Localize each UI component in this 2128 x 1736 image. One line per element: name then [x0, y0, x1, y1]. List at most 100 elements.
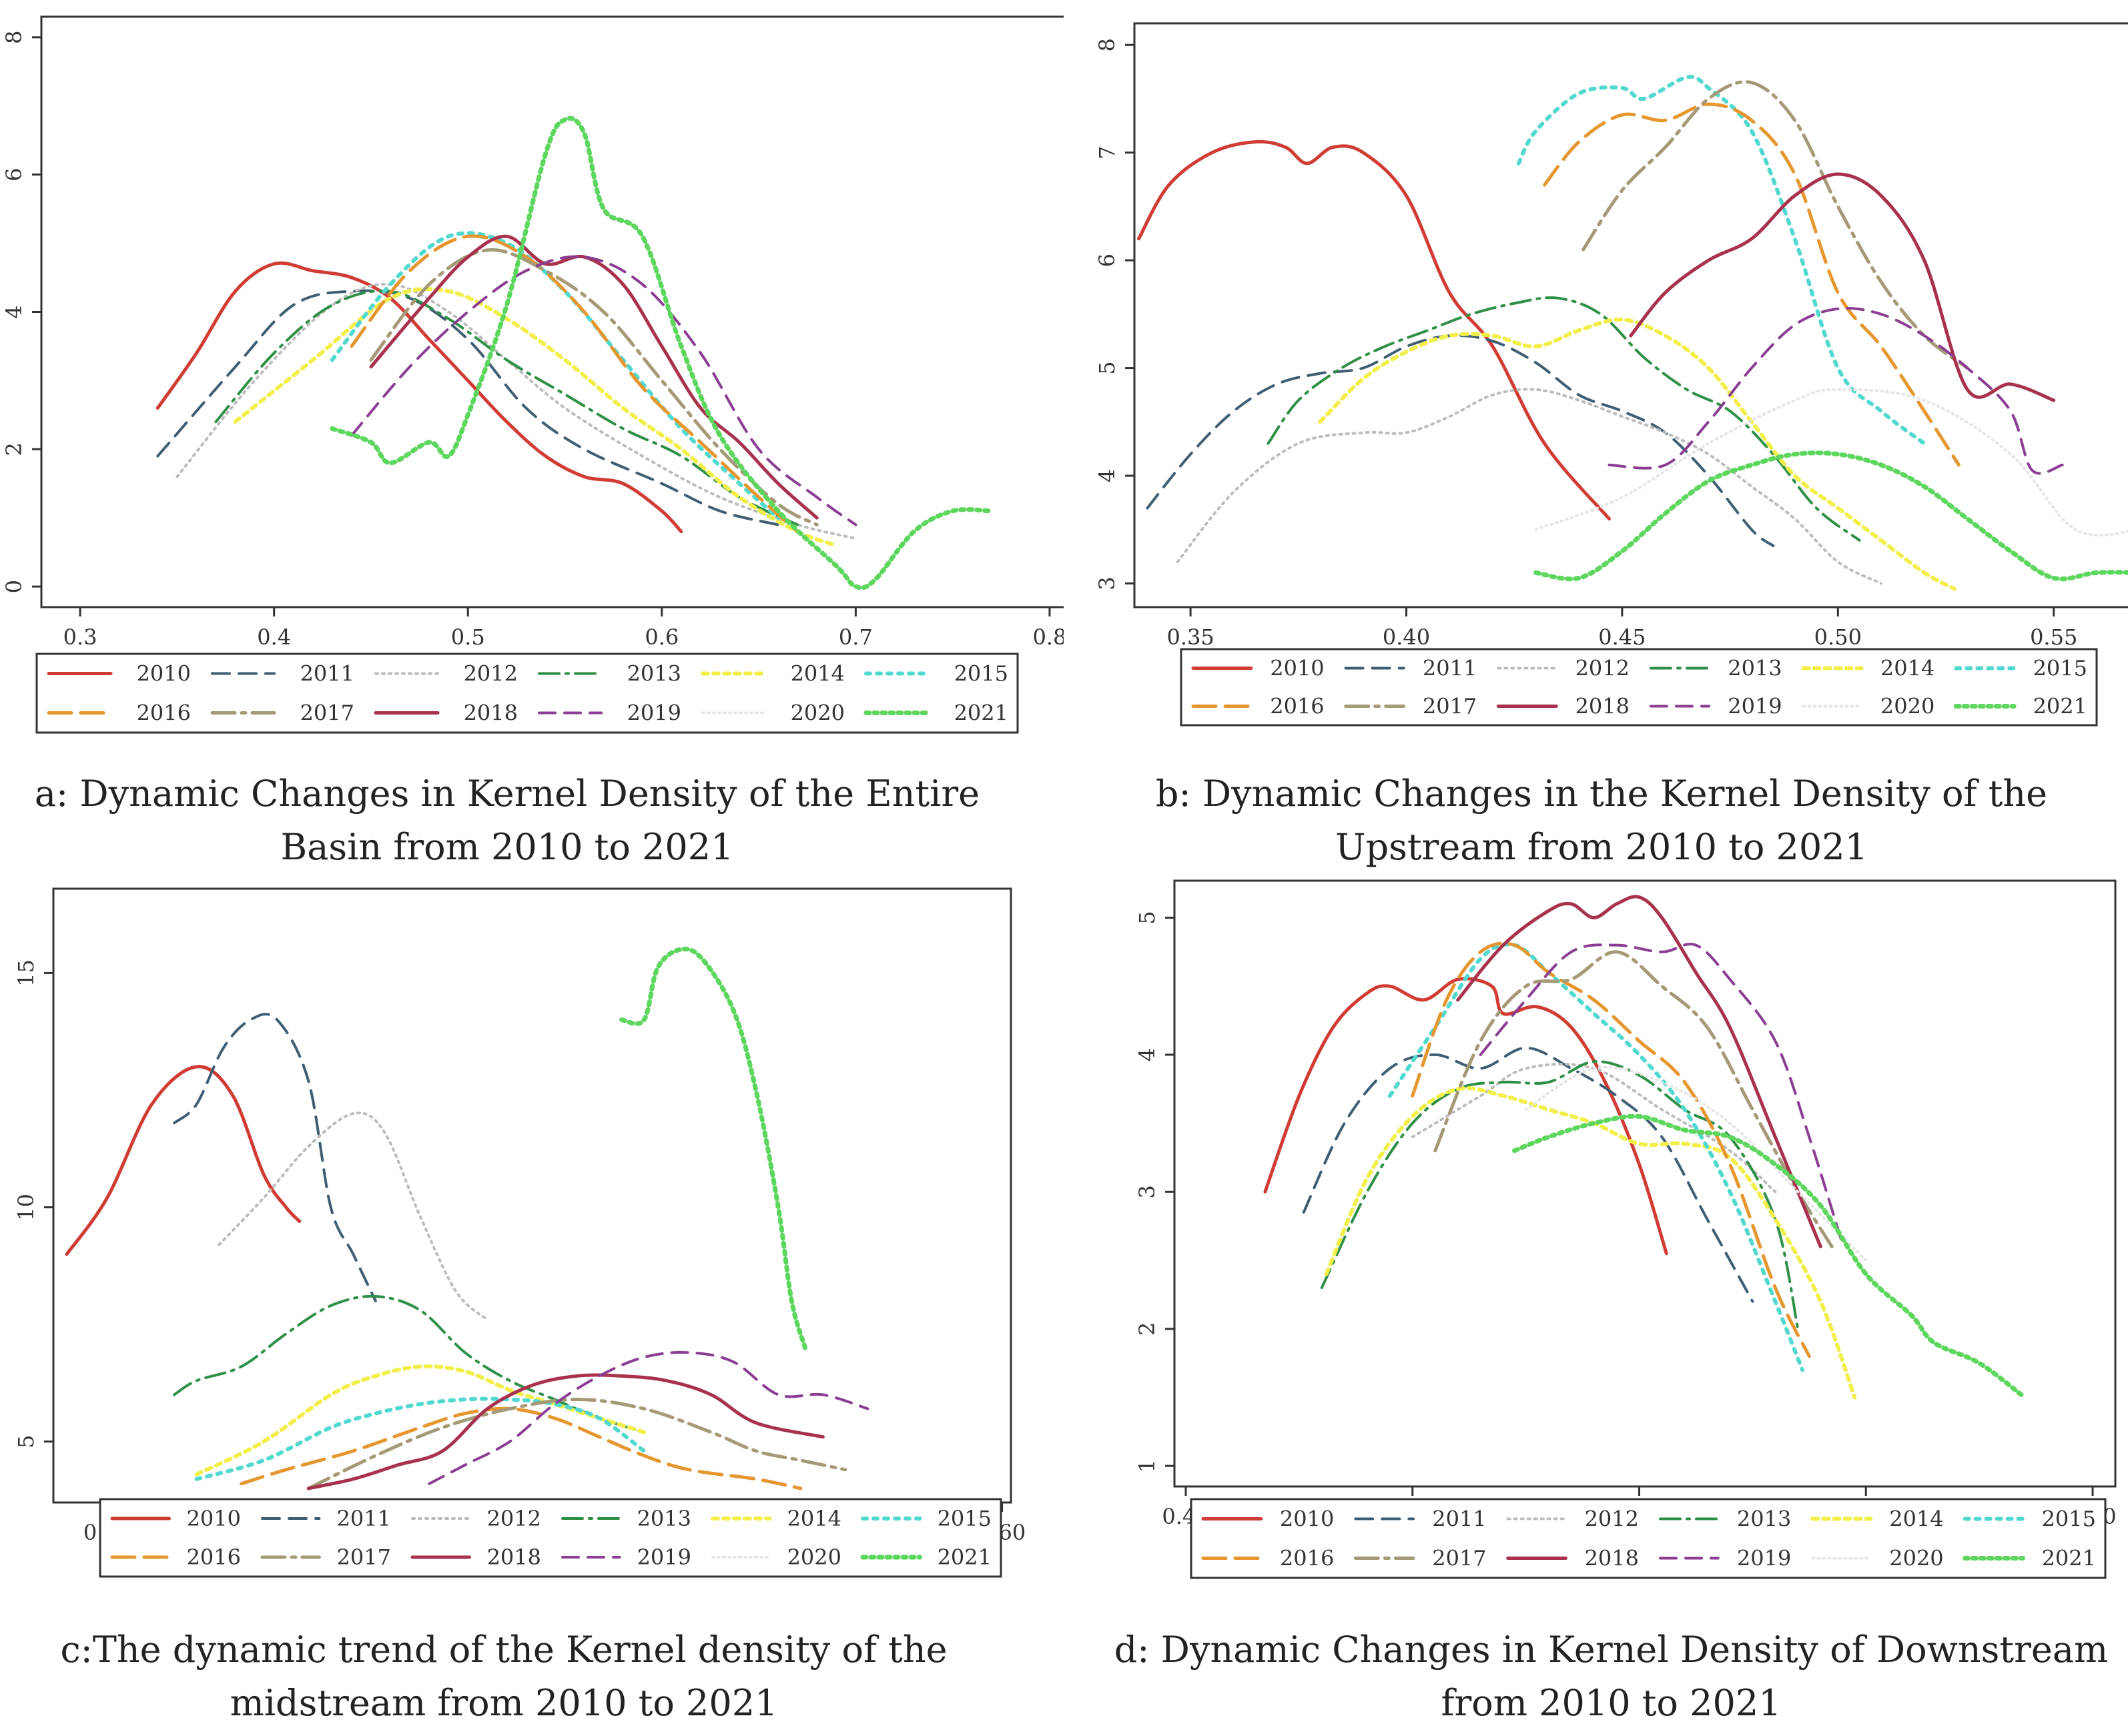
- legend-label-2017: 2017: [1432, 1546, 1486, 1571]
- y-tick-label: 5: [13, 1435, 39, 1448]
- series-line-2012: [1176, 388, 1882, 585]
- legend-label-2015: 2015: [2033, 656, 2087, 681]
- caption-a-line-2: Basin from 2010 to 2021: [280, 826, 734, 868]
- series-line-2011: [156, 289, 780, 526]
- series-line-2014: [1318, 317, 1957, 591]
- y-tick-label: 5: [1134, 911, 1160, 924]
- y-tick-label: 5: [1094, 361, 1120, 374]
- legend-label-2013: 2013: [1737, 1506, 1791, 1532]
- legend-label-2021: 2021: [954, 701, 1008, 726]
- y-tick-label: 0: [1, 580, 27, 593]
- legend-label-2010: 2010: [187, 1506, 241, 1531]
- legend-label-2018: 2018: [487, 1545, 541, 1570]
- caption-b: b: Dynamic Changes in the Kernel Density…: [1094, 767, 2109, 874]
- caption-a-line-1: a: Dynamic Changes in Kernel Density of …: [34, 773, 980, 815]
- legend: 2010 2011 2012 2013 2014 2015 2016 2017 2018 2019…: [1190, 1498, 2107, 1579]
- plot-area: [52, 887, 1012, 1504]
- legend-label-2014: 2014: [1880, 656, 1934, 681]
- series-line-2018: [1629, 172, 2056, 402]
- x-tick-label: 0.50: [1814, 624, 1862, 650]
- series-line-2018: [1456, 895, 1822, 1248]
- legend-label-2014: 2014: [791, 661, 845, 687]
- caption-d-line-1: d: Dynamic Changes in Kernel Density of …: [1114, 1629, 2109, 1671]
- series-line-2010: [1263, 977, 1668, 1256]
- x-tick-label: 0.4: [257, 624, 291, 650]
- series-line-2014: [194, 1364, 647, 1476]
- series-group: [65, 946, 869, 1490]
- legend-label-2020: 2020: [791, 701, 845, 726]
- caption-d: d: Dynamic Changes in Kernel Density of …: [1094, 1623, 2128, 1730]
- legend-label-2021: 2021: [2033, 694, 2087, 719]
- legend-label-2012: 2012: [464, 661, 518, 687]
- series-line-2016: [240, 1406, 803, 1490]
- series-line-2016: [350, 234, 799, 534]
- legend-label-2018: 2018: [1575, 694, 1630, 719]
- legend-label-2016: 2016: [137, 701, 191, 726]
- y-tick-label: 6: [1094, 254, 1120, 267]
- series-line-2019: [350, 255, 857, 526]
- legend-label-2017: 2017: [300, 701, 354, 726]
- caption-d-line-2: from 2010 to 2021: [1441, 1682, 1782, 1724]
- legend-label-2016: 2016: [187, 1545, 241, 1570]
- series-group: [155, 115, 994, 590]
- series-line-2013: [214, 289, 799, 526]
- y-tick-label: 2: [1, 442, 27, 456]
- series-line-2015: [194, 1396, 647, 1481]
- series-line-2016: [1411, 941, 1811, 1358]
- legend-label-2019: 2019: [1737, 1546, 1791, 1571]
- chart-panel-c: 0.400.450.500.550.6051015201020112012201…: [13, 887, 1026, 1578]
- x-tick-label: 0.40: [1383, 624, 1430, 650]
- legend-label-2018: 2018: [1585, 1546, 1639, 1571]
- legend-label-2020: 2020: [1889, 1546, 1943, 1571]
- plot-area: [1133, 22, 2128, 608]
- y-tick-label: 8: [1, 31, 27, 44]
- legend-label-2014: 2014: [1889, 1506, 1943, 1532]
- x-tick-label: 0.55: [2030, 624, 2077, 650]
- legend-label-2010: 2010: [1280, 1506, 1334, 1532]
- series-line-2021: [619, 946, 807, 1350]
- legend-label-2011: 2011: [337, 1506, 391, 1531]
- legend-label-2011: 2011: [1432, 1506, 1486, 1532]
- legend-label-2020: 2020: [787, 1545, 841, 1570]
- legend-label-2019: 2019: [1728, 694, 1782, 719]
- series-group: [1137, 75, 2128, 591]
- series-line-2021: [330, 115, 994, 590]
- legend-box: [1180, 648, 2098, 727]
- x-tick-label: 0.6: [645, 624, 679, 650]
- legend-label-2013: 2013: [637, 1506, 691, 1531]
- series-line-2012: [218, 1112, 489, 1322]
- x-tick-label: 0.5: [451, 624, 485, 650]
- legend-label-2015: 2015: [938, 1506, 992, 1531]
- legend-label-2020: 2020: [1880, 694, 1934, 719]
- y-tick-label: 3: [1094, 576, 1120, 590]
- legend-label-2016: 2016: [1270, 694, 1324, 719]
- legend-label-2010: 2010: [137, 661, 191, 687]
- caption-b-line-1: b: Dynamic Changes in the Kernel Density…: [1155, 773, 2048, 815]
- legend-box: [99, 1498, 1002, 1578]
- legend-label-2019: 2019: [637, 1545, 691, 1570]
- caption-a: a: Dynamic Changes in Kernel Density of …: [0, 767, 1014, 874]
- series-line-2018: [369, 234, 819, 520]
- legend-label-2011: 2011: [1423, 656, 1477, 681]
- y-tick-label: 10: [13, 1194, 39, 1221]
- legend-label-2021: 2021: [2042, 1546, 2096, 1571]
- legend-label-2013: 2013: [1728, 656, 1782, 681]
- series-line-2020: [1534, 388, 2128, 537]
- y-tick-label: 3: [1134, 1185, 1160, 1198]
- series-line-2020: [1524, 1065, 1868, 1262]
- y-tick-label: 6: [1, 168, 27, 181]
- series-line-2021: [1533, 450, 2128, 582]
- series-line-2017: [1581, 80, 1969, 370]
- legend-label-2013: 2013: [627, 661, 681, 687]
- legend-box: [1190, 1498, 2107, 1579]
- legend-label-2012: 2012: [487, 1506, 541, 1531]
- chart-panel-d: 0.400.500.600.700.8012345201020112012201…: [1134, 879, 2117, 1579]
- x-tick-label: 0.35: [1166, 624, 1214, 650]
- y-tick-label: 4: [1134, 1048, 1160, 1061]
- series-line-2019: [1608, 306, 2064, 475]
- legend-label-2010: 2010: [1270, 656, 1324, 681]
- y-tick-label: 1: [1134, 1459, 1160, 1472]
- y-tick-label: 8: [1094, 38, 1120, 51]
